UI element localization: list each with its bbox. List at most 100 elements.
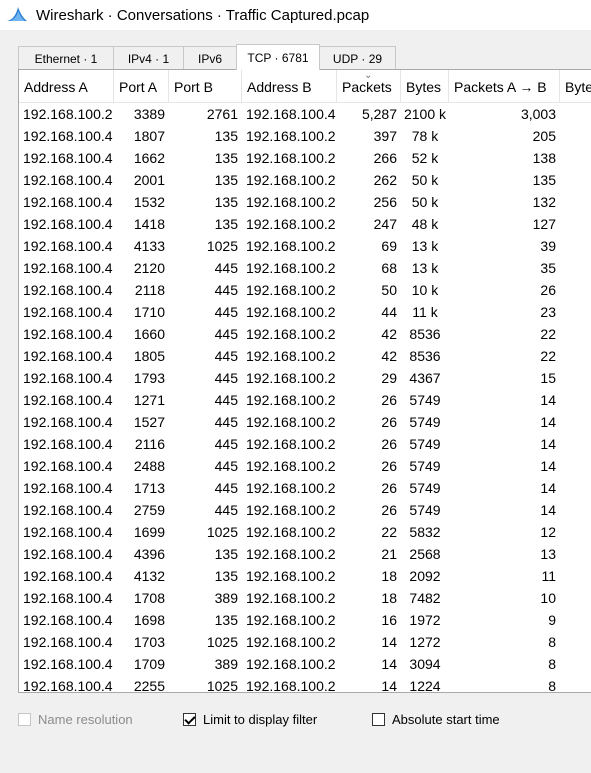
cell-packets-a-to-b: 23 (540, 304, 556, 320)
cell-port-b: 445 (214, 370, 238, 386)
table-row[interactable]: 192.168.100.4 1662 135 192.168.100.2 266 52 k… (19, 147, 591, 169)
table-row[interactable]: 192.168.100.4 1710 445 192.168.100.2 44 11 k 2… (19, 301, 591, 323)
cell-port-b: 445 (214, 502, 238, 518)
cell-packets-a-to-b: 12 (540, 524, 556, 540)
cell-port-a: 2116 (134, 436, 165, 452)
cell-port-b: 445 (214, 260, 238, 276)
cell-port-a: 4133 (133, 238, 165, 254)
cell-packets-a-to-b: 14 (540, 436, 556, 452)
cell-packets: 50 (381, 282, 397, 298)
table-row[interactable]: 192.168.100.4 2120 445 192.168.100.2 68 13 k 3… (19, 257, 591, 279)
cell-address-a: 192.168.100.4 (23, 590, 113, 606)
cell-packets: 68 (381, 260, 397, 276)
name-resolution-option[interactable]: Name resolution (18, 712, 133, 727)
limit-to-display-filter-checkbox[interactable] (183, 713, 196, 726)
cell-bytes: 13 k (411, 238, 439, 254)
table-row[interactable]: 192.168.100.4 1527 445 192.168.100.2 26 5749 1… (19, 411, 591, 433)
cell-address-b: 192.168.100.4 (246, 106, 336, 122)
name-resolution-checkbox[interactable] (18, 713, 31, 726)
cell-bytes: 2092 (409, 568, 441, 584)
table-row[interactable]: 192.168.100.4 1793 445 192.168.100.2 29 4367 1… (19, 367, 591, 389)
cell-bytes: 5749 (409, 392, 441, 408)
tab-tcp[interactable]: TCP · 6781 (236, 44, 320, 70)
cell-bytes: 5749 (409, 436, 441, 452)
cell-port-a: 1805 (133, 348, 165, 364)
cell-address-a: 192.168.100.4 (23, 238, 113, 254)
column-header-bytes[interactable]: Bytes (401, 70, 449, 102)
column-header-address-a[interactable]: Address A (19, 70, 114, 102)
limit-to-display-filter-option[interactable]: Limit to display filter (183, 712, 317, 727)
cell-packets-a-to-b: 135 (532, 172, 556, 188)
cell-port-b: 135 (214, 128, 238, 144)
column-header-label: Bytes (406, 79, 442, 95)
tab-udp[interactable]: UDP · 29 (319, 46, 396, 70)
table-row[interactable]: 192.168.100.4 2488 445 192.168.100.2 26 5749 1… (19, 455, 591, 477)
cell-packets: 262 (373, 172, 397, 188)
cell-address-b: 192.168.100.2 (246, 436, 336, 452)
table-row[interactable]: 192.168.100.4 2118 445 192.168.100.2 50 10 k 2… (19, 279, 591, 301)
table-row[interactable]: 192.168.100.4 1699 1025 192.168.100.2 22 5832… (19, 521, 591, 543)
column-header-port-b[interactable]: Port B (169, 70, 242, 102)
tab-ethernet[interactable]: Ethernet · 1 (18, 46, 114, 70)
cell-packets-a-to-b: 14 (540, 502, 556, 518)
table-row[interactable]: 192.168.100.4 1713 445 192.168.100.2 26 5749 1… (19, 477, 591, 499)
cell-address-a: 192.168.100.4 (23, 502, 113, 518)
cell-port-b: 1025 (206, 678, 238, 693)
table-row[interactable]: 192.168.100.4 1660 445 192.168.100.2 42 8536 2… (19, 323, 591, 345)
table-row[interactable]: 192.168.100.4 1805 445 192.168.100.2 42 8536 2… (19, 345, 591, 367)
absolute-start-time-option[interactable]: Absolute start time (372, 712, 500, 727)
column-header-port-a[interactable]: Port A (114, 70, 169, 102)
table-row[interactable]: 192.168.100.4 1708 389 192.168.100.2 18 7482 1… (19, 587, 591, 609)
cell-bytes: 8536 (409, 326, 441, 342)
cell-port-b: 2761 (206, 106, 238, 122)
cell-bytes: 50 k (411, 194, 439, 210)
cell-port-b: 135 (214, 546, 238, 562)
cell-bytes: 4367 (409, 370, 441, 386)
column-header-packets[interactable]: Packets ⌄ (337, 70, 401, 102)
cell-address-b: 192.168.100.2 (246, 282, 336, 298)
cell-bytes: 52 k (411, 150, 439, 166)
absolute-start-time-checkbox[interactable] (372, 713, 385, 726)
title-bar: Wireshark · Conversations · Traffic Capt… (0, 0, 591, 30)
cell-packets: 18 (381, 590, 397, 606)
table-row[interactable]: 192.168.100.4 4396 135 192.168.100.2 21 2568 1… (19, 543, 591, 565)
table-row[interactable]: 192.168.100.2 3389 2761 192.168.100.4 5,287 2… (19, 103, 591, 125)
table-row[interactable]: 192.168.100.4 1418 135 192.168.100.2 247 48 k… (19, 213, 591, 235)
cell-address-a: 192.168.100.4 (23, 260, 113, 276)
cell-port-a: 1807 (133, 128, 165, 144)
table-row[interactable]: 192.168.100.4 2255 1025 192.168.100.2 14 1224… (19, 675, 591, 693)
cell-address-a: 192.168.100.4 (23, 370, 113, 386)
cell-packets: 5,287 (361, 106, 397, 122)
cell-address-a: 192.168.100.4 (23, 458, 113, 474)
cell-address-a: 192.168.100.4 (23, 480, 113, 496)
table-row[interactable]: 192.168.100.4 2001 135 192.168.100.2 262 50 k… (19, 169, 591, 191)
cell-address-b: 192.168.100.2 (246, 546, 336, 562)
tab-ipv6[interactable]: IPv6 (183, 46, 237, 70)
table-row[interactable]: 192.168.100.4 1271 445 192.168.100.2 26 5749 1… (19, 389, 591, 411)
table-row[interactable]: 192.168.100.4 4133 1025 192.168.100.2 69 13 k… (19, 235, 591, 257)
conversations-table[interactable]: Address A Port A Port B Address B Packets ⌄ By… (18, 69, 591, 693)
table-row[interactable]: 192.168.100.4 1698 135 192.168.100.2 16 1972 9 (19, 609, 591, 631)
table-row[interactable]: 192.168.100.4 1703 1025 192.168.100.2 14 1272… (19, 631, 591, 653)
cell-port-b: 389 (214, 656, 238, 672)
table-row[interactable]: 192.168.100.4 4132 135 192.168.100.2 18 2092 1… (19, 565, 591, 587)
cell-address-a: 192.168.100.4 (23, 524, 113, 540)
table-row[interactable]: 192.168.100.4 1807 135 192.168.100.2 397 78 k… (19, 125, 591, 147)
cell-port-b: 135 (214, 216, 238, 232)
cell-address-a: 192.168.100.4 (23, 436, 113, 452)
cell-port-b: 445 (214, 436, 238, 452)
cell-address-a: 192.168.100.4 (23, 194, 113, 210)
cell-packets-a-to-b: 14 (540, 414, 556, 430)
column-header-byte[interactable]: Byte (560, 70, 591, 102)
table-row[interactable]: 192.168.100.4 1709 389 192.168.100.2 14 3094 8 (19, 653, 591, 675)
tab-ipv4[interactable]: IPv4 · 1 (113, 46, 184, 70)
table-row[interactable]: 192.168.100.4 2116 445 192.168.100.2 26 5749 1… (19, 433, 591, 455)
cell-packets-a-to-b: 14 (540, 392, 556, 408)
table-row[interactable]: 192.168.100.4 2759 445 192.168.100.2 26 5749 1… (19, 499, 591, 521)
table-row[interactable]: 192.168.100.4 1532 135 192.168.100.2 256 50 k… (19, 191, 591, 213)
cell-port-a: 1418 (133, 216, 165, 232)
column-header-packets-a-b[interactable]: Packets A → B (449, 70, 560, 102)
cell-packets-a-to-b: 15 (540, 370, 556, 386)
column-header-address-b[interactable]: Address B (242, 70, 337, 102)
cell-address-a: 192.168.100.4 (23, 128, 113, 144)
